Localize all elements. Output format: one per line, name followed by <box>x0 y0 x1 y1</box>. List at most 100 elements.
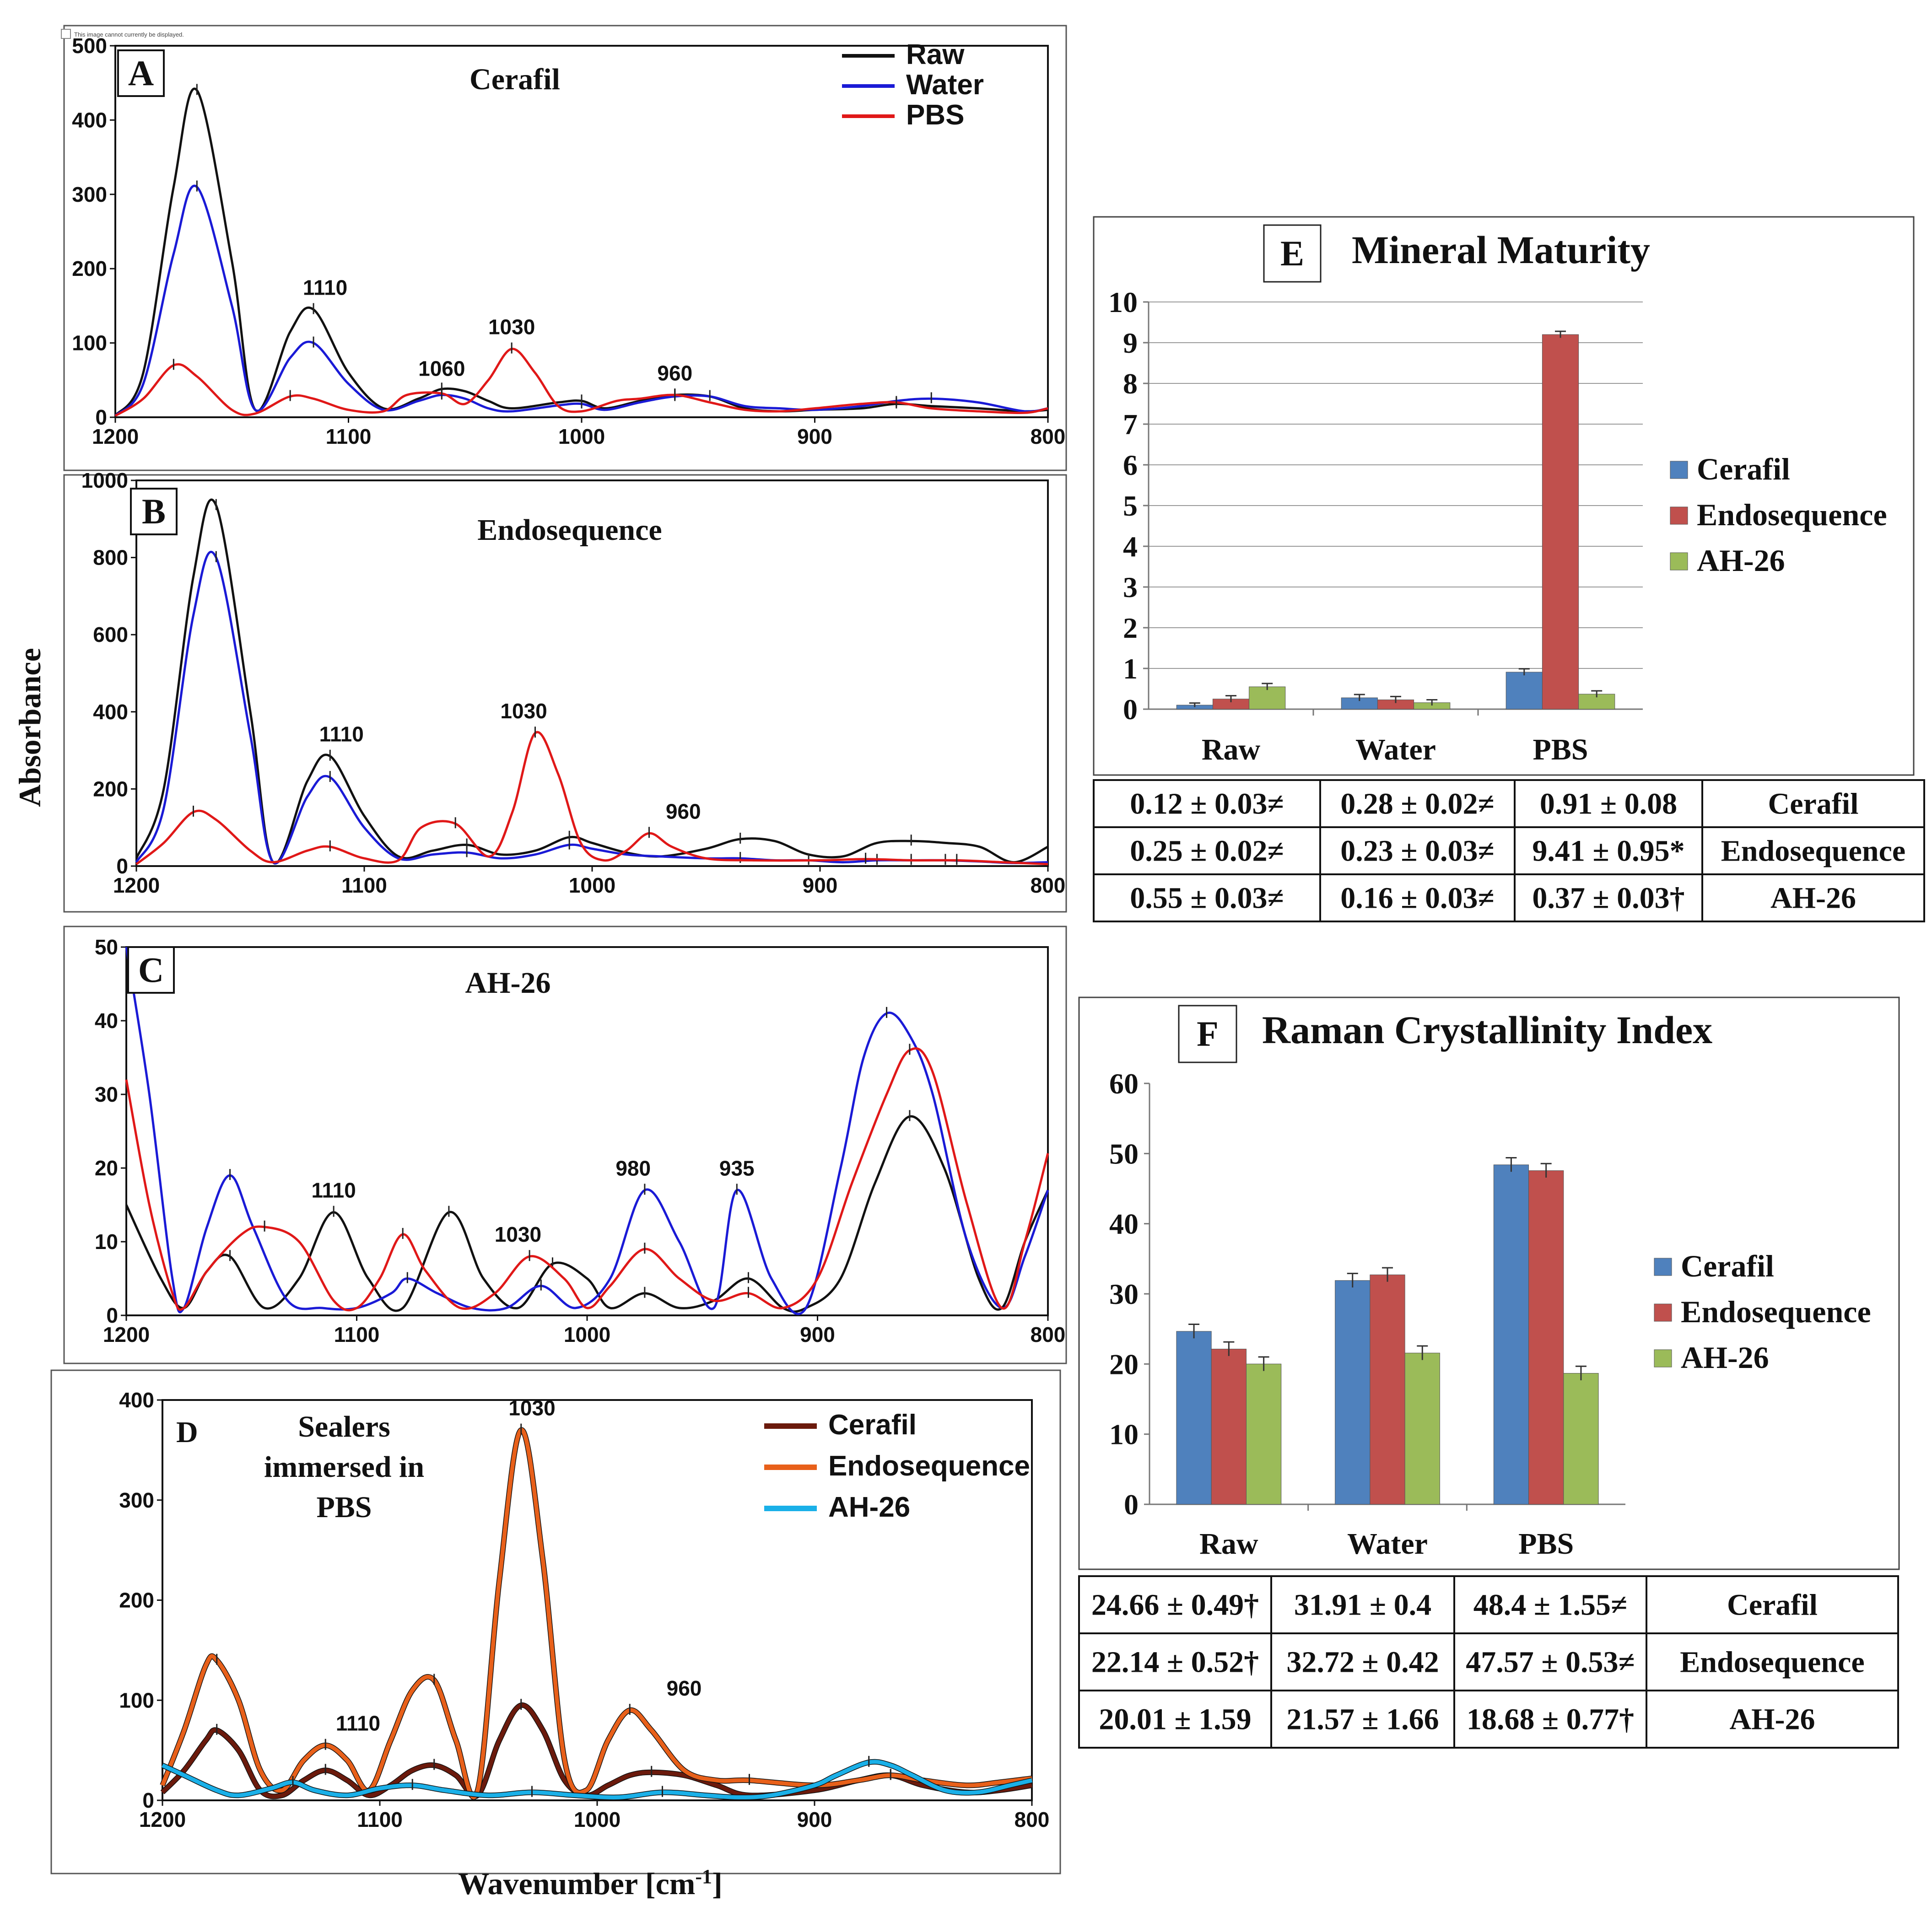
legend-swatch-cerafil <box>1654 1258 1672 1276</box>
y-tick-label: 10 <box>95 1230 118 1254</box>
peak-label-1060: 1060 <box>418 357 465 381</box>
x-tick-label: 1200 <box>103 1323 150 1346</box>
table-cell: AH-26 <box>1730 1703 1815 1736</box>
table-cell: 0.37 ± 0.03† <box>1532 882 1684 915</box>
legend-label-ah-26: AH-26 <box>828 1492 910 1523</box>
x-tick-label: 900 <box>803 873 838 897</box>
table-cell: Endosequence <box>1721 835 1905 868</box>
panel-C: 0 10 20 30 40 50 1200 1100 1000 900 800 1110 1030 980… <box>63 926 1067 1364</box>
y-tick-label: 40 <box>95 1009 118 1033</box>
table-cell: Endosequence <box>1680 1646 1864 1679</box>
category-label-pbs: PBS <box>1533 733 1588 766</box>
y-tick-label: 4 <box>1123 530 1138 563</box>
table-cell: Cerafil <box>1727 1589 1818 1622</box>
panel-title: AH-26 <box>465 966 551 1000</box>
y-tick-label: 1 <box>1123 652 1138 685</box>
y-tick-label: 600 <box>93 623 128 646</box>
y-tick-label: 50 <box>1109 1137 1139 1170</box>
legend-label-endosequence: Endosequence <box>1681 1294 1871 1329</box>
x-tick-label: 1200 <box>139 1808 186 1831</box>
y-tick-label: 200 <box>119 1589 154 1612</box>
y-tick-label: 500 <box>72 34 107 58</box>
y-tick-label: 20 <box>95 1156 118 1180</box>
table-cell: 22.14 ± 0.52† <box>1091 1646 1259 1679</box>
panel-frame <box>63 474 1067 913</box>
x-tick-label: 1100 <box>357 1808 403 1831</box>
panel-F: 0 10 20 30 40 50 60 Raw Water PBS F Raman Crystalli… <box>1078 996 1900 1749</box>
panel-letter: F <box>1197 1014 1219 1054</box>
x-tick-label: 1000 <box>569 873 615 897</box>
x-tick-label: 1100 <box>326 425 372 448</box>
table-cell: 0.12 ± 0.03≠ <box>1130 787 1284 821</box>
y-tick-label: 10 <box>1108 286 1138 318</box>
x-tick-label: 1000 <box>574 1808 621 1831</box>
panel-title-line: Sealers <box>298 1410 390 1443</box>
panel-letter-box <box>1178 1005 1237 1063</box>
bar-cerafil-raw <box>1176 1331 1212 1505</box>
table-cell: 0.16 ± 0.03≠ <box>1340 882 1494 915</box>
peak-label-1110: 1110 <box>312 1179 356 1202</box>
peak-label-960: 960 <box>657 361 692 385</box>
panel-frame <box>1093 216 1915 776</box>
bar-cerafil-water <box>1335 1280 1371 1505</box>
category-label-water: Water <box>1347 1527 1428 1561</box>
table-cell: 0.91 ± 0.08 <box>1540 787 1677 821</box>
y-tick-label: 300 <box>72 183 107 206</box>
data-table <box>1093 779 1925 922</box>
x-axis-label: Wavenumber [cm-1] <box>458 1865 722 1901</box>
y-tick-label: 0 <box>95 405 107 429</box>
table-cell: 0.28 ± 0.02≠ <box>1340 787 1494 821</box>
y-tick-label: 300 <box>119 1488 154 1512</box>
y-tick-label: 3 <box>1123 571 1138 603</box>
table-cell: 18.68 ± 0.77† <box>1467 1703 1634 1736</box>
panel-letter-box <box>127 946 175 994</box>
table-cell: 24.66 ± 0.49† <box>1091 1589 1259 1622</box>
panel-A: 0 100 200 300 400 500 1200 1100 1000 900 800 1110 10… <box>63 25 1067 471</box>
category-label-pbs: PBS <box>1518 1527 1574 1561</box>
legend-label-cerafil: Cerafil <box>1681 1249 1774 1283</box>
plot-area <box>135 479 1049 867</box>
panel-title: Endosequence <box>477 513 662 547</box>
y-tick-label: 9 <box>1123 327 1138 359</box>
x-tick-label: 900 <box>800 1323 835 1346</box>
panel-letter: B <box>142 491 166 531</box>
plot-area <box>114 45 1049 418</box>
table-cell: 48.4 ± 1.55≠ <box>1473 1589 1627 1622</box>
y-tick-label: 400 <box>119 1388 154 1412</box>
legend-label-ah-26: AH-26 <box>1681 1340 1769 1375</box>
bar-cerafil-pbs <box>1506 672 1543 710</box>
series-line-pbs <box>135 731 1048 866</box>
table-cell: 0.25 ± 0.02≠ <box>1130 835 1284 868</box>
y-tick-label: 100 <box>72 331 107 355</box>
panel-letter: E <box>1280 233 1304 273</box>
legend-label-endosequence: Endosequence <box>828 1450 1030 1482</box>
table-cell: 32.72 ± 0.42 <box>1286 1646 1439 1679</box>
legend-label-cerafil: Cerafil <box>828 1409 917 1441</box>
x-tick-label: 1200 <box>113 873 160 897</box>
bar-ah-26-water <box>1404 1352 1440 1505</box>
panel-frame <box>63 926 1067 1364</box>
table-cell: 21.57 ± 1.66 <box>1286 1703 1439 1736</box>
table-cell: 20.01 ± 1.59 <box>1099 1703 1251 1736</box>
bar-ah-26-raw <box>1249 686 1286 710</box>
y-tick-label: 200 <box>93 777 128 801</box>
x-tick-label: 1100 <box>334 1323 380 1346</box>
table-cell: 0.23 ± 0.03≠ <box>1340 835 1494 868</box>
legend-swatch-ah-26 <box>1654 1349 1672 1368</box>
bar-cerafil-pbs <box>1493 1164 1529 1505</box>
peak-label-960: 960 <box>666 799 701 823</box>
panel-title-line: PBS <box>316 1491 372 1524</box>
panel-letter-box <box>130 488 178 535</box>
panel-title: Cerafil <box>470 63 560 96</box>
x-tick-label: 800 <box>1031 873 1066 897</box>
x-tick-label: 1000 <box>564 1323 610 1346</box>
category-label-water: Water <box>1355 733 1436 766</box>
series-line-pbs <box>125 1047 1049 1312</box>
y-tick-label: 10 <box>1109 1418 1139 1451</box>
table-cell: AH-26 <box>1770 882 1856 915</box>
bar-endosequence-pbs <box>1528 1170 1564 1505</box>
x-tick-label: 800 <box>1031 1323 1066 1346</box>
y-tick-label: 0 <box>116 854 128 878</box>
y-tick-label: 800 <box>93 546 128 570</box>
y-tick-label: 50 <box>95 935 118 959</box>
